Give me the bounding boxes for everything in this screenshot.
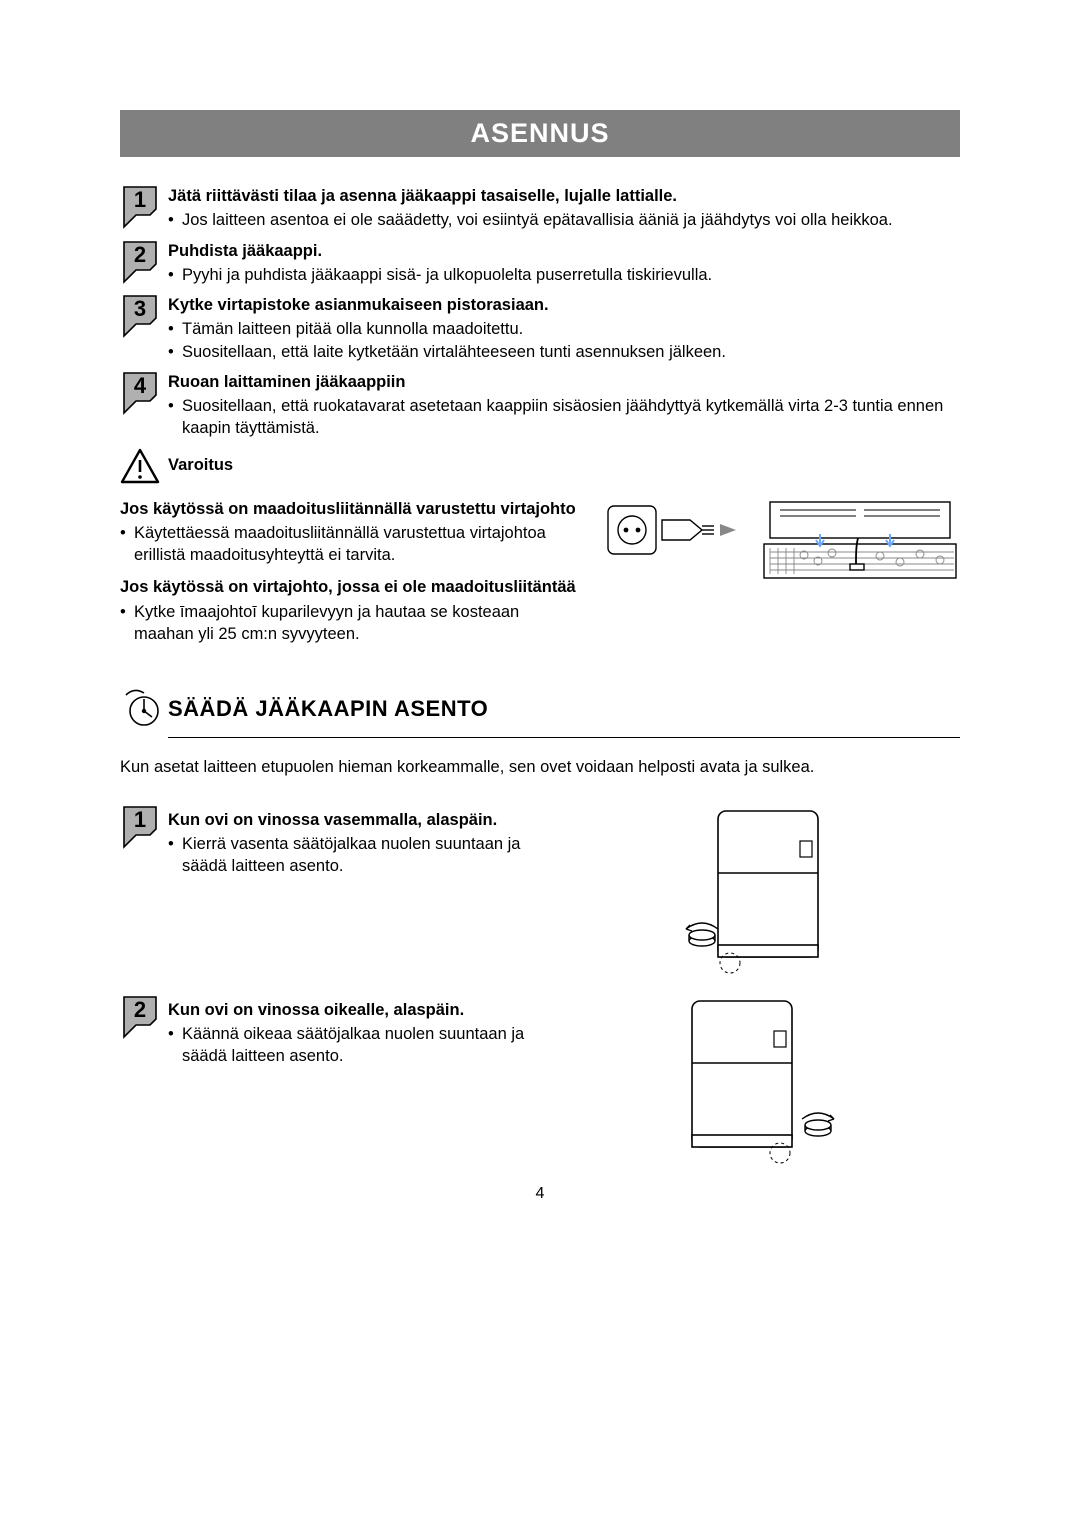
grounding-bullet: • Käytettäessä maadoitusliitännällä varu… [120, 522, 580, 567]
section2-header: SÄÄDÄ JÄÄKAAPIN ASENTO [120, 685, 960, 733]
adjust-step-1: 1 Kun ovi on vinossa vasemmalla, alaspäi… [120, 805, 960, 975]
svg-text:4: 4 [134, 373, 147, 398]
adjust-step-2: 2 Kun ovi on vinossa oikealle, alaspäin.… [120, 995, 960, 1165]
grounding-illustration [760, 498, 960, 603]
warning-label: Varoitus [162, 456, 233, 475]
step-number-icon: 3 [120, 294, 162, 336]
step-2: 2 Puhdista jääkaappi. • Pyyhi ja puhdist… [120, 240, 960, 287]
grounding-text: Jos käytössä on maadoitusliitännällä var… [120, 498, 580, 646]
step-1: 1 Jätä riittävästi tilaa ja asenna jääka… [120, 185, 960, 232]
svg-text:3: 3 [134, 296, 146, 321]
step-title: Ruoan laittaminen jääkaappiin [168, 371, 960, 393]
grounding-heading-2: Jos käytössä on virtajohto, jossa ei ole… [120, 576, 580, 598]
step-4: 4 Ruoan laittaminen jääkaappiin • Suosit… [120, 371, 960, 440]
step-bullet: • Suositellaan, että ruokatavarat asetet… [168, 395, 960, 440]
step-number-icon: 4 [120, 371, 162, 413]
adjust-title: Kun ovi on vinossa vasemmalla, alaspäin. [168, 809, 560, 831]
section2-underline [168, 737, 960, 738]
step-3: 3 Kytke virtapistoke asianmukaiseen pist… [120, 294, 960, 363]
adjust-title: Kun ovi on vinossa oikealle, alaspäin. [168, 999, 560, 1021]
svg-text:2: 2 [134, 997, 146, 1022]
step-bullet: • Jos laitteen asentoa ei ole saäädetty,… [168, 209, 960, 231]
svg-text:1: 1 [134, 187, 146, 212]
warning-row: Varoitus [120, 448, 960, 484]
svg-text:2: 2 [134, 242, 146, 267]
install-steps: 1 Jätä riittävästi tilaa ja asenna jääka… [120, 185, 960, 645]
adjust-bullet: • Käännä oikeaa säätöjalkaa nuolen suunt… [168, 1023, 560, 1068]
step-number-icon: 1 [120, 185, 162, 227]
svg-text:1: 1 [134, 807, 146, 832]
page-number: 4 [120, 1185, 960, 1203]
grounding-bullet: • Kytke īmaajohtoī kuparilevyyn ja hauta… [120, 601, 580, 646]
step-bullet: • Tämän laitteen pitää olla kunnolla maa… [168, 318, 960, 340]
fridge-left-illustration [560, 805, 960, 975]
plug-illustration [602, 498, 742, 603]
step-title: Jätä riittävästi tilaa ja asenna jääkaap… [168, 185, 960, 207]
section2-title: SÄÄDÄ JÄÄKAAPIN ASENTO [168, 696, 488, 722]
fridge-right-illustration [560, 995, 960, 1165]
step-bullet: • Pyyhi ja puhdista jääkaappi sisä- ja u… [168, 264, 960, 286]
step-number-icon: 2 [120, 240, 162, 282]
grounding-heading-1: Jos käytössä on maadoitusliitännällä var… [120, 498, 580, 520]
step-number-icon: 2 [120, 995, 162, 1037]
warning-icon [120, 448, 162, 484]
step-title: Puhdista jääkaappi. [168, 240, 960, 262]
step-bullet: • Suositellaan, että laite kytketään vir… [168, 341, 960, 363]
step-title: Kytke virtapistoke asianmukaiseen pistor… [168, 294, 960, 316]
level-icon [120, 685, 168, 733]
section2-intro: Kun asetat laitteen etupuolen hieman kor… [120, 756, 960, 778]
adjust-bullet: • Kierrä vasenta säätöjalkaa nuolen suun… [168, 833, 560, 878]
page-title-bar: ASENNUS [120, 110, 960, 157]
step-number-icon: 1 [120, 805, 162, 847]
